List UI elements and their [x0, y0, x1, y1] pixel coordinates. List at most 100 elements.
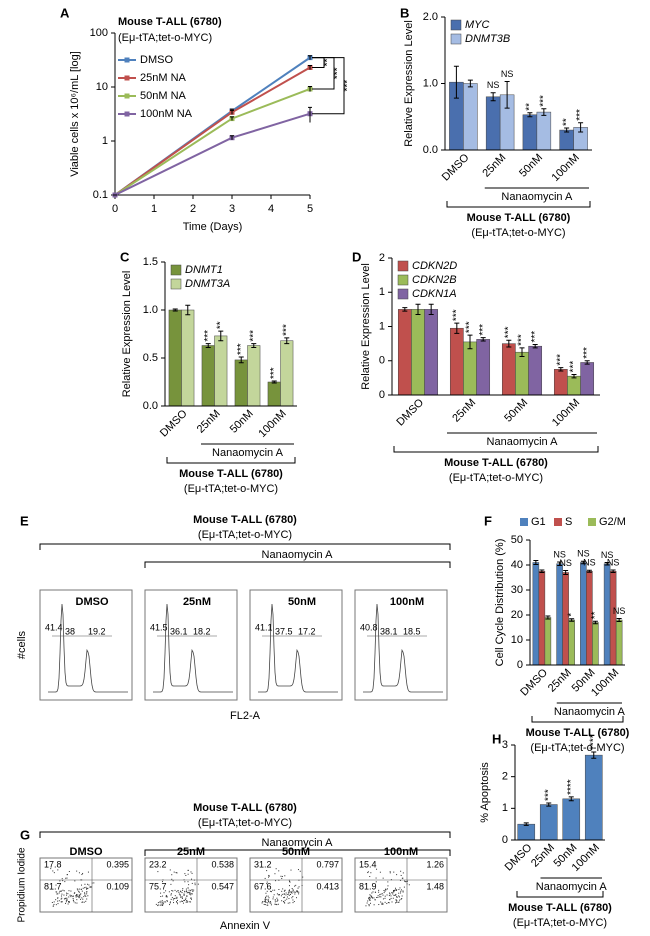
histogram-frame: [144, 589, 238, 701]
dot: [86, 898, 88, 900]
dot: [383, 892, 385, 894]
dot: [190, 871, 192, 873]
dot: [277, 894, 279, 896]
legend-swatch: [450, 19, 462, 31]
scatter-frame: [144, 857, 238, 913]
error-bar: [172, 308, 178, 312]
dot: [59, 890, 61, 892]
dot: [370, 902, 372, 904]
error-bar: [584, 360, 590, 365]
g1-percent: 41.4: [45, 622, 63, 632]
dot: [70, 890, 72, 892]
dot: [163, 901, 165, 903]
error-bar: [616, 618, 622, 622]
bar: [553, 369, 568, 396]
dot: [176, 896, 178, 898]
dot: [180, 896, 182, 898]
dot: [267, 904, 269, 906]
bar: [449, 327, 464, 396]
dot: [163, 903, 165, 905]
dot: [191, 882, 193, 884]
y-axis-label: Viable cells x 10⁶/mL [log]: [69, 51, 81, 177]
error-bar: [205, 343, 211, 348]
dot: [284, 896, 286, 898]
dot: [176, 891, 178, 893]
dot: [280, 895, 282, 897]
sig-label: ***: [530, 331, 541, 343]
bar: [544, 617, 552, 666]
dot: [296, 891, 298, 893]
outer-bracket: [446, 201, 591, 208]
dot: [283, 900, 285, 902]
error-bar: [308, 65, 312, 70]
dot: [387, 901, 389, 903]
bar: [517, 823, 536, 841]
legend-marker: [124, 75, 130, 81]
dot: [392, 897, 394, 899]
dot: [60, 898, 62, 900]
dot: [173, 898, 175, 900]
dot: [171, 897, 173, 899]
dot: [380, 901, 382, 903]
outer-bracket: [516, 891, 604, 898]
sig-label: **: [323, 59, 334, 67]
dot: [62, 880, 64, 882]
bar: [562, 798, 581, 841]
dot: [289, 880, 291, 882]
dot: [268, 874, 270, 876]
error-bar: [523, 822, 529, 826]
dot: [265, 897, 267, 899]
dot: [165, 890, 167, 892]
dot: [73, 892, 75, 894]
x-tick-label: 25nM: [480, 152, 508, 180]
dot: [373, 904, 375, 906]
dot: [67, 893, 69, 895]
dot: [375, 891, 377, 893]
dot: [294, 885, 296, 887]
dot: [173, 902, 175, 904]
dot: [380, 893, 382, 895]
dot: [80, 898, 82, 900]
legend-label: G1: [531, 516, 546, 528]
dot: [81, 884, 83, 886]
dot: [289, 893, 291, 895]
dot: [377, 896, 379, 898]
bar: [181, 309, 195, 407]
dot: [408, 884, 410, 886]
sig-label: **: [215, 321, 226, 329]
y-axis-label: Relative Expression Level: [360, 263, 372, 390]
dot: [367, 900, 369, 902]
dot: [66, 877, 68, 879]
legend-label: CDKN2B: [412, 274, 457, 286]
dot: [281, 890, 283, 892]
scatter-frame: [249, 857, 343, 913]
dot: [386, 903, 388, 905]
dot: [375, 881, 377, 883]
dot: [384, 897, 386, 899]
error-bar: [251, 343, 257, 348]
bar: [476, 339, 491, 396]
x-tick-label: 25nM: [529, 842, 557, 870]
dot: [78, 897, 80, 899]
dot: [267, 902, 269, 904]
g2m-percent: 18.2: [193, 626, 211, 636]
panel-letter: F: [484, 513, 492, 528]
error-bar: [571, 373, 577, 379]
dot: [274, 899, 276, 901]
dot: [283, 901, 285, 903]
bar: [592, 622, 599, 666]
dot: [393, 890, 395, 892]
y-tick-label: 3: [502, 739, 508, 751]
dot: [404, 881, 406, 883]
dot: [371, 897, 373, 899]
dot: [188, 892, 190, 894]
bar: [522, 114, 538, 151]
dot: [61, 893, 63, 895]
dot: [291, 890, 293, 892]
dot: [157, 904, 159, 906]
quadrant-ul: 23.2: [149, 859, 167, 869]
group-bracket: [144, 561, 451, 568]
histogram: [153, 603, 233, 693]
dot: [57, 903, 59, 905]
